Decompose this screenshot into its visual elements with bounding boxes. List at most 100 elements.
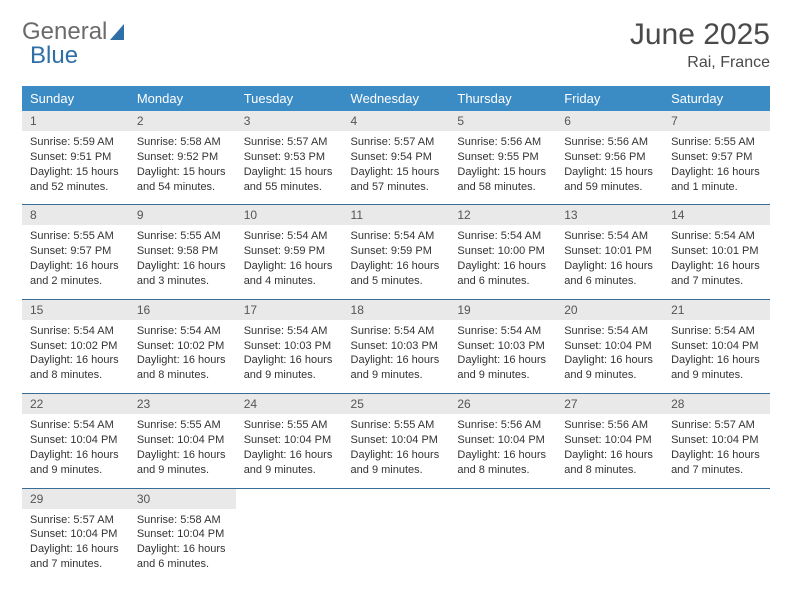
calendar-day-cell: 13Sunrise: 5:54 AMSunset: 10:01 PMDaylig… bbox=[556, 205, 663, 299]
day-number: 2 bbox=[129, 111, 236, 131]
day-number: 19 bbox=[449, 300, 556, 320]
calendar-day-cell: 30Sunrise: 5:58 AMSunset: 10:04 PMDaylig… bbox=[129, 488, 236, 582]
day-body: Sunrise: 5:57 AMSunset: 9:54 PMDaylight:… bbox=[343, 131, 450, 204]
sail-icon bbox=[110, 24, 124, 40]
weekday-header: Friday bbox=[556, 86, 663, 111]
day-body: Sunrise: 5:55 AMSunset: 10:04 PMDaylight… bbox=[236, 414, 343, 487]
calendar-week-row: 1Sunrise: 5:59 AMSunset: 9:51 PMDaylight… bbox=[22, 111, 770, 205]
day-number: 7 bbox=[663, 111, 770, 131]
day-number: 26 bbox=[449, 394, 556, 414]
day-number: 15 bbox=[22, 300, 129, 320]
calendar-day-cell: 3Sunrise: 5:57 AMSunset: 9:53 PMDaylight… bbox=[236, 111, 343, 205]
day-body: Sunrise: 5:55 AMSunset: 9:57 PMDaylight:… bbox=[663, 131, 770, 204]
day-body: Sunrise: 5:54 AMSunset: 10:03 PMDaylight… bbox=[449, 320, 556, 393]
day-number: 21 bbox=[663, 300, 770, 320]
day-number: 13 bbox=[556, 205, 663, 225]
weekday-header: Monday bbox=[129, 86, 236, 111]
day-number: 10 bbox=[236, 205, 343, 225]
day-body: Sunrise: 5:54 AMSunset: 10:01 PMDaylight… bbox=[556, 225, 663, 298]
calendar-day-cell: 14Sunrise: 5:54 AMSunset: 10:01 PMDaylig… bbox=[663, 205, 770, 299]
weekday-header: Sunday bbox=[22, 86, 129, 111]
calendar-week-row: 22Sunrise: 5:54 AMSunset: 10:04 PMDaylig… bbox=[22, 394, 770, 488]
calendar-day-cell bbox=[449, 488, 556, 582]
calendar-day-cell: 18Sunrise: 5:54 AMSunset: 10:03 PMDaylig… bbox=[343, 299, 450, 393]
calendar-day-cell: 19Sunrise: 5:54 AMSunset: 10:03 PMDaylig… bbox=[449, 299, 556, 393]
day-body: Sunrise: 5:55 AMSunset: 9:57 PMDaylight:… bbox=[22, 225, 129, 298]
calendar-week-row: 15Sunrise: 5:54 AMSunset: 10:02 PMDaylig… bbox=[22, 299, 770, 393]
location: Rai, France bbox=[630, 54, 770, 72]
weekday-header: Saturday bbox=[663, 86, 770, 111]
calendar-body: 1Sunrise: 5:59 AMSunset: 9:51 PMDaylight… bbox=[22, 111, 770, 582]
logo-line2: Blue bbox=[30, 42, 78, 70]
calendar-day-cell: 1Sunrise: 5:59 AMSunset: 9:51 PMDaylight… bbox=[22, 111, 129, 205]
day-number: 14 bbox=[663, 205, 770, 225]
calendar-day-cell bbox=[236, 488, 343, 582]
day-number: 4 bbox=[343, 111, 450, 131]
calendar-day-cell: 20Sunrise: 5:54 AMSunset: 10:04 PMDaylig… bbox=[556, 299, 663, 393]
calendar-day-cell: 17Sunrise: 5:54 AMSunset: 10:03 PMDaylig… bbox=[236, 299, 343, 393]
calendar-table: SundayMondayTuesdayWednesdayThursdayFrid… bbox=[22, 86, 770, 582]
day-body: Sunrise: 5:54 AMSunset: 10:03 PMDaylight… bbox=[236, 320, 343, 393]
calendar-day-cell: 4Sunrise: 5:57 AMSunset: 9:54 PMDaylight… bbox=[343, 111, 450, 205]
day-body: Sunrise: 5:54 AMSunset: 10:00 PMDaylight… bbox=[449, 225, 556, 298]
page-title: June 2025 bbox=[630, 18, 770, 52]
calendar-day-cell: 10Sunrise: 5:54 AMSunset: 9:59 PMDayligh… bbox=[236, 205, 343, 299]
day-body: Sunrise: 5:55 AMSunset: 9:58 PMDaylight:… bbox=[129, 225, 236, 298]
day-body: Sunrise: 5:56 AMSunset: 10:04 PMDaylight… bbox=[556, 414, 663, 487]
day-body: Sunrise: 5:54 AMSunset: 9:59 PMDaylight:… bbox=[343, 225, 450, 298]
calendar-day-cell: 21Sunrise: 5:54 AMSunset: 10:04 PMDaylig… bbox=[663, 299, 770, 393]
weekday-header: Thursday bbox=[449, 86, 556, 111]
day-body: Sunrise: 5:54 AMSunset: 10:04 PMDaylight… bbox=[663, 320, 770, 393]
calendar-day-cell: 25Sunrise: 5:55 AMSunset: 10:04 PMDaylig… bbox=[343, 394, 450, 488]
day-number: 11 bbox=[343, 205, 450, 225]
day-body: Sunrise: 5:54 AMSunset: 10:04 PMDaylight… bbox=[22, 414, 129, 487]
day-number: 1 bbox=[22, 111, 129, 131]
day-number: 3 bbox=[236, 111, 343, 131]
day-number: 27 bbox=[556, 394, 663, 414]
day-body: Sunrise: 5:54 AMSunset: 10:03 PMDaylight… bbox=[343, 320, 450, 393]
day-body: Sunrise: 5:56 AMSunset: 9:56 PMDaylight:… bbox=[556, 131, 663, 204]
day-number: 9 bbox=[129, 205, 236, 225]
calendar-week-row: 29Sunrise: 5:57 AMSunset: 10:04 PMDaylig… bbox=[22, 488, 770, 582]
calendar-day-cell: 9Sunrise: 5:55 AMSunset: 9:58 PMDaylight… bbox=[129, 205, 236, 299]
calendar-day-cell: 6Sunrise: 5:56 AMSunset: 9:56 PMDaylight… bbox=[556, 111, 663, 205]
day-number: 23 bbox=[129, 394, 236, 414]
calendar-day-cell: 24Sunrise: 5:55 AMSunset: 10:04 PMDaylig… bbox=[236, 394, 343, 488]
day-body: Sunrise: 5:57 AMSunset: 10:04 PMDaylight… bbox=[22, 509, 129, 582]
day-body: Sunrise: 5:55 AMSunset: 10:04 PMDaylight… bbox=[343, 414, 450, 487]
day-number: 29 bbox=[22, 489, 129, 509]
weekday-header: Tuesday bbox=[236, 86, 343, 111]
weekday-header: Wednesday bbox=[343, 86, 450, 111]
day-body: Sunrise: 5:58 AMSunset: 9:52 PMDaylight:… bbox=[129, 131, 236, 204]
day-body: Sunrise: 5:56 AMSunset: 10:04 PMDaylight… bbox=[449, 414, 556, 487]
day-body: Sunrise: 5:54 AMSunset: 10:01 PMDaylight… bbox=[663, 225, 770, 298]
day-number: 25 bbox=[343, 394, 450, 414]
calendar-day-cell bbox=[556, 488, 663, 582]
logo-text-blue: Blue bbox=[30, 42, 78, 69]
day-number: 5 bbox=[449, 111, 556, 131]
day-body: Sunrise: 5:55 AMSunset: 10:04 PMDaylight… bbox=[129, 414, 236, 487]
day-number: 17 bbox=[236, 300, 343, 320]
day-number: 20 bbox=[556, 300, 663, 320]
calendar-day-cell: 11Sunrise: 5:54 AMSunset: 9:59 PMDayligh… bbox=[343, 205, 450, 299]
calendar-day-cell bbox=[343, 488, 450, 582]
calendar-day-cell: 26Sunrise: 5:56 AMSunset: 10:04 PMDaylig… bbox=[449, 394, 556, 488]
day-body: Sunrise: 5:56 AMSunset: 9:55 PMDaylight:… bbox=[449, 131, 556, 204]
day-body: Sunrise: 5:58 AMSunset: 10:04 PMDaylight… bbox=[129, 509, 236, 582]
calendar-day-cell: 16Sunrise: 5:54 AMSunset: 10:02 PMDaylig… bbox=[129, 299, 236, 393]
day-body: Sunrise: 5:54 AMSunset: 10:02 PMDaylight… bbox=[129, 320, 236, 393]
calendar-day-cell: 23Sunrise: 5:55 AMSunset: 10:04 PMDaylig… bbox=[129, 394, 236, 488]
calendar-day-cell: 5Sunrise: 5:56 AMSunset: 9:55 PMDaylight… bbox=[449, 111, 556, 205]
day-body: Sunrise: 5:54 AMSunset: 9:59 PMDaylight:… bbox=[236, 225, 343, 298]
day-number: 30 bbox=[129, 489, 236, 509]
day-number: 16 bbox=[129, 300, 236, 320]
day-body: Sunrise: 5:57 AMSunset: 10:04 PMDaylight… bbox=[663, 414, 770, 487]
calendar-day-cell: 15Sunrise: 5:54 AMSunset: 10:02 PMDaylig… bbox=[22, 299, 129, 393]
day-number: 22 bbox=[22, 394, 129, 414]
calendar-day-cell: 12Sunrise: 5:54 AMSunset: 10:00 PMDaylig… bbox=[449, 205, 556, 299]
calendar-day-cell: 27Sunrise: 5:56 AMSunset: 10:04 PMDaylig… bbox=[556, 394, 663, 488]
calendar-week-row: 8Sunrise: 5:55 AMSunset: 9:57 PMDaylight… bbox=[22, 205, 770, 299]
day-number: 6 bbox=[556, 111, 663, 131]
day-number: 28 bbox=[663, 394, 770, 414]
calendar-day-cell: 29Sunrise: 5:57 AMSunset: 10:04 PMDaylig… bbox=[22, 488, 129, 582]
